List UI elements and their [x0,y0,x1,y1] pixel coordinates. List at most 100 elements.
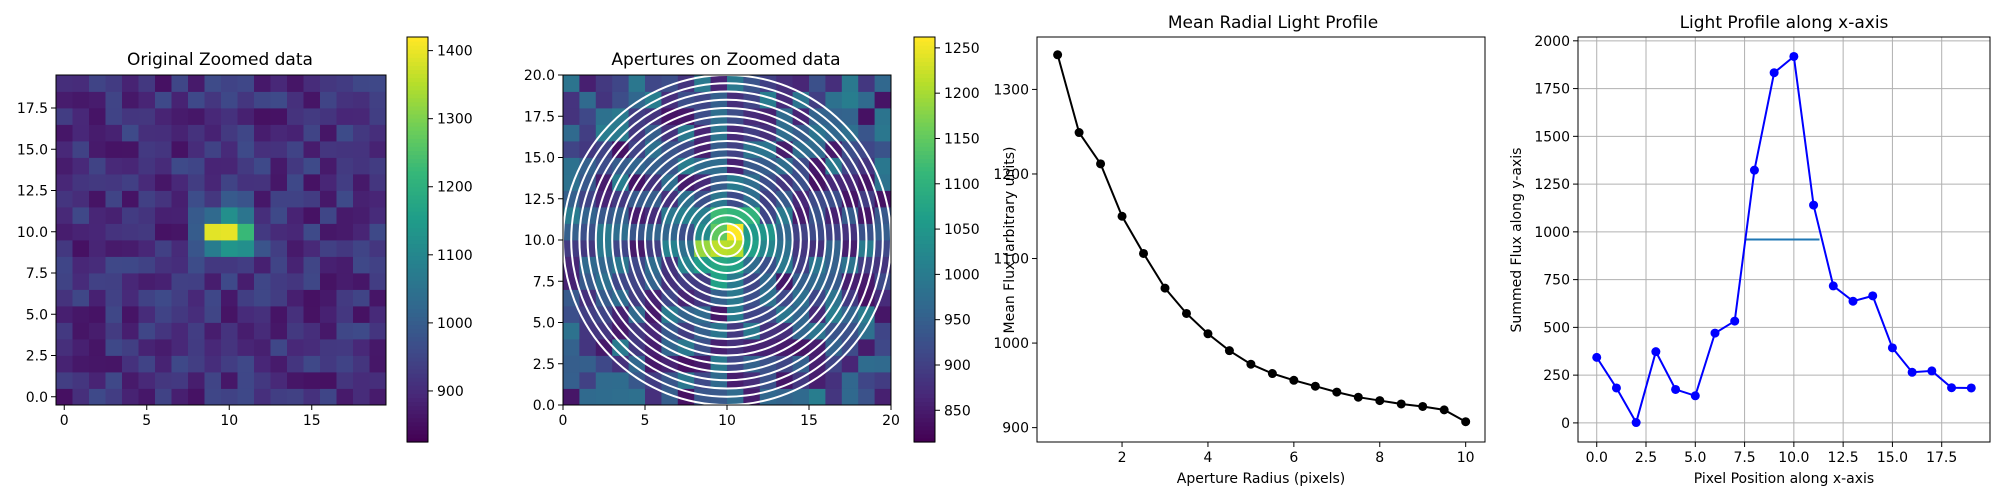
colorbar-band [407,437,428,443]
data-point [1160,283,1170,293]
colorbar-band [914,401,935,407]
colorbar-band [407,101,428,107]
data-point [1671,384,1681,394]
heatmap-cell [353,240,370,257]
panel3-frame [1036,36,1486,443]
data-point [1710,328,1720,338]
colorbar-band [914,369,935,374]
heatmap-cell [743,388,761,406]
x-tick-label: 0 [60,413,69,429]
heatmap-cell [595,207,613,224]
colorbar-band [914,134,935,139]
aperture-circle [660,173,794,307]
colorbar-band [407,413,428,419]
heatmap-cell [237,141,255,158]
heatmap-cell [122,240,139,257]
heatmap-cell [858,355,875,373]
heatmap-cell [595,91,613,109]
data-point [1418,401,1428,411]
heatmap-cell [56,75,73,92]
data-point [1828,281,1838,291]
colorbar-band [914,288,935,293]
heatmap-cell [320,108,337,125]
heatmap-cell [122,289,139,307]
colorbar-band [914,389,935,394]
heatmap-cell [155,223,172,241]
heatmap-cell [270,339,288,356]
y-tick-label: 1500 [1534,129,1570,145]
heatmap-cell [237,174,255,191]
heatmap-cell [204,322,222,340]
heatmap-cell [171,124,189,142]
heatmap-cell [661,273,679,290]
heatmap-cell [221,124,238,142]
heatmap-cell [138,256,156,274]
colorbar-band [914,328,935,334]
heatmap-cell [221,256,238,274]
heatmap-cell [204,207,222,224]
heatmap-cell [320,190,337,208]
heatmap-cell [759,207,777,224]
aperture-circle [627,140,827,340]
heatmap-cell [809,157,826,175]
colorbar-tick-label: 850 [944,403,971,419]
heatmap-cell [270,322,288,340]
heatmap-cell [563,372,580,389]
heatmap-cell [287,322,304,340]
colorbar-band [914,49,935,54]
heatmap-cell [727,240,744,257]
heatmap-cell [171,388,189,406]
heatmap-cell [694,108,711,125]
aperture-circle [652,164,802,316]
heatmap-cell [336,306,354,323]
panel4-x-ticks: 0.0 2.5 5.0 7.5 10.0 12.5 15.0 17.5 [1586,442,1957,466]
heatmap-cell [579,108,597,125]
heatmap-cell [612,91,629,109]
heatmap-cell [72,388,90,406]
heatmap-cell [320,256,337,274]
colorbar-band [914,336,935,342]
heatmap-cell [237,289,255,307]
heatmap-cell [155,141,172,158]
data-point [1966,383,1976,393]
heatmap-cell [369,141,387,158]
heatmap-cell [710,240,728,257]
heatmap-cell [563,91,580,109]
heatmap-cell [336,108,354,125]
heatmap-cell [171,339,189,356]
heatmap-cell [287,256,304,274]
colorbar-band [407,158,428,164]
heatmap-cell [874,75,892,92]
colorbar-band [914,154,935,160]
heatmap-cell [221,306,238,323]
colorbar-band [914,280,935,285]
panel4-y-ticks: 0 250 500 750 1000 1250 1500 1750 2000 [1534,34,1578,432]
data-point [1809,200,1819,210]
data-point [1461,417,1471,427]
heatmap-cell [825,91,843,109]
colorbar-band [407,93,428,99]
heatmap-cell [155,190,172,208]
heatmap-cell [303,322,321,340]
panel4-y-label: Summed Flux along y-axis [1509,148,1525,333]
colorbar-band [407,320,428,326]
panel1-frame [55,74,387,406]
heatmap-cell [743,273,761,290]
heatmap-cell [188,273,205,290]
heatmap-cell [270,388,288,406]
heatmap-cell [320,289,337,307]
x-tick-label: 6 [1289,450,1298,466]
data-point [1769,68,1779,78]
heatmap-cell [336,289,354,307]
heatmap-cell [188,388,205,406]
heatmap-cell [303,256,321,274]
heatmap-cell [254,108,271,125]
heatmap-cell [369,339,387,356]
y-tick-label: 1250 [1534,177,1570,193]
colorbar-tick-label: 1200 [944,86,980,102]
colorbar-band [914,271,935,277]
heatmap-cell [694,75,711,92]
colorbar-tick-label: 1200 [437,180,473,196]
heatmap-cell [287,75,304,92]
colorbar-band [914,263,935,269]
